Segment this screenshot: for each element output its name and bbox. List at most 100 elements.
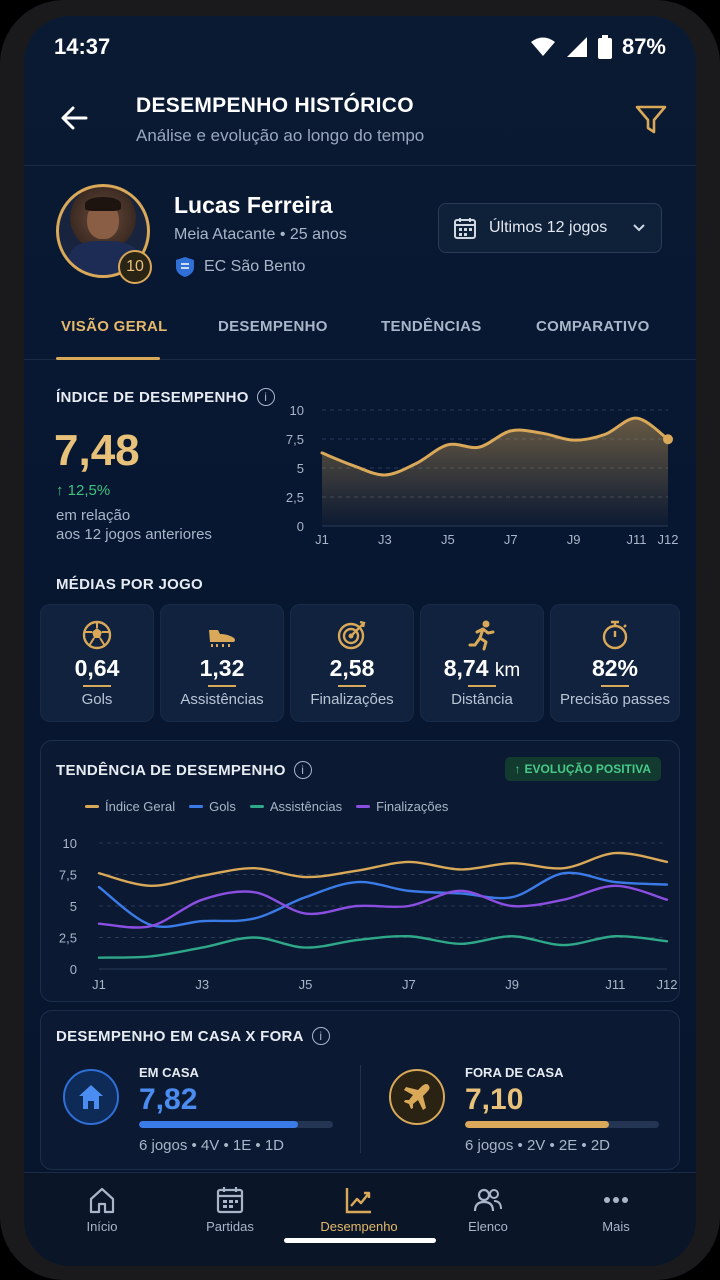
trend-card: TENDÊNCIA DE DESEMPENHO i ↑ EVOLUÇÃO POS… — [40, 740, 680, 1002]
nav-inicio[interactable]: Início — [42, 1185, 162, 1234]
x-tick-label: J11 — [605, 977, 625, 992]
data-point — [415, 462, 417, 464]
nav-mais[interactable]: Mais — [556, 1185, 676, 1234]
stat-label: Gols — [81, 691, 113, 708]
stat-card-distance[interactable]: 8,74 km Distância — [420, 604, 544, 722]
data-point — [635, 417, 637, 419]
data-point — [321, 452, 323, 454]
area-fill — [322, 418, 668, 526]
data-point — [356, 939, 358, 941]
data-point — [447, 444, 449, 446]
period-select[interactable]: Últimos 12 jogos — [438, 203, 662, 253]
stat-label: Finalizações — [310, 691, 394, 708]
series-line-2 — [97, 934, 669, 959]
away-icon-circle — [389, 1069, 445, 1125]
y-tick-label: 5 — [297, 461, 304, 476]
data-point — [511, 896, 513, 898]
legend-item-finalizacoes[interactable]: Finalizações — [356, 799, 448, 814]
data-point — [666, 940, 668, 942]
boot-icon — [209, 630, 235, 647]
data-point — [459, 943, 461, 945]
nav-desempenho[interactable]: Desempenho — [299, 1185, 419, 1234]
player-profile: 10 Lucas Ferreira Meia Atacante • 25 ano… — [24, 166, 696, 290]
index-delta-value: 12,5% — [67, 482, 111, 499]
data-point — [98, 956, 100, 958]
index-note-line1: em relação — [56, 507, 131, 524]
data-point — [459, 868, 461, 870]
index-value: 7,48 — [54, 426, 140, 475]
home-value: 7,82 — [139, 1083, 198, 1116]
data-point — [666, 899, 668, 901]
people-icon — [473, 1188, 502, 1212]
tab-visao-geral[interactable]: VISÃO GERAL — [61, 318, 168, 335]
y-tick-label: 7,5 — [59, 868, 77, 883]
y-tick-label: 10 — [63, 836, 77, 851]
nav-partidas[interactable]: Partidas — [170, 1185, 290, 1234]
info-icon[interactable]: i — [311, 1027, 330, 1045]
data-point — [666, 883, 668, 885]
club-shield-icon — [176, 257, 194, 277]
status-time: 14:37 — [54, 34, 111, 59]
stat-card-pass-accuracy[interactable]: 82% Precisão passes — [550, 604, 680, 722]
avatar — [56, 184, 150, 278]
stat-value: 2,58 — [329, 655, 375, 681]
data-point — [304, 896, 306, 898]
back-arrow-icon[interactable] — [56, 100, 92, 136]
data-point — [352, 464, 354, 466]
data-point — [563, 872, 565, 874]
trend-line-chart: 0 2,5 5 7,5 10 J1 J3 J5 J7 J9 J11 J12 — [59, 836, 677, 992]
data-point — [201, 875, 203, 877]
status-bar: 14:37 87% — [24, 16, 696, 78]
stat-value: 82% — [591, 655, 639, 681]
legend-item-assistencias[interactable]: Assistências — [249, 799, 342, 814]
x-tick-label: J3 — [195, 977, 209, 992]
stat-card-shots[interactable]: 2,58 Finalizações — [290, 604, 414, 722]
away-progress-bar — [465, 1121, 659, 1128]
data-point — [408, 905, 410, 907]
index-title-text: ÍNDICE DE DESEMPENHO — [56, 388, 249, 406]
data-point — [98, 872, 100, 874]
tab-comparativo[interactable]: COMPARATIVO — [536, 318, 650, 335]
stat-card-goals[interactable]: 0,64 Gols — [40, 604, 154, 722]
filter-icon[interactable] — [634, 102, 668, 136]
trend-section-title: TENDÊNCIA DE DESEMPENHO i — [56, 761, 312, 779]
data-point — [356, 870, 358, 872]
x-tick-label: J9 — [567, 532, 581, 547]
data-point — [563, 867, 565, 869]
legend-item-indice[interactable]: Índice Geral — [85, 799, 175, 814]
data-point — [511, 862, 513, 864]
stat-card-assists[interactable]: 1,32 Assistências — [160, 604, 284, 722]
positive-trend-badge: ↑ EVOLUÇÃO POSITIVA — [504, 757, 661, 781]
data-point — [663, 434, 673, 445]
y-tick-label: 0 — [70, 962, 77, 977]
nav-label: Início — [86, 1219, 118, 1234]
bottom-nav: Início Partidas Desempenho Elenco Mais — [24, 1172, 696, 1266]
series-line-0 — [97, 851, 669, 888]
series-line-1 — [97, 871, 669, 929]
data-point — [563, 944, 565, 946]
y-tick-label: 0 — [297, 519, 304, 534]
y-tick-label: 2,5 — [286, 490, 304, 505]
data-point — [408, 935, 410, 937]
data-point — [149, 955, 151, 957]
info-icon[interactable]: i — [293, 761, 312, 779]
chevron-down-icon — [633, 224, 645, 232]
home-icon — [89, 1187, 115, 1214]
divider — [360, 1065, 361, 1153]
info-icon[interactable]: i — [256, 388, 275, 406]
data-point — [304, 912, 306, 914]
tab-bar: VISÃO GERAL DESEMPENHO TENDÊNCIAS COMPAR… — [24, 304, 696, 360]
tab-tendencias[interactable]: TENDÊNCIAS — [381, 318, 482, 335]
active-tab-indicator — [56, 357, 160, 360]
averages-section-title: MÉDIAS POR JOGO — [56, 576, 204, 593]
tab-desempenho[interactable]: DESEMPENHO — [218, 318, 328, 335]
x-tick-label: J9 — [505, 977, 519, 992]
badge-text: EVOLUÇÃO POSITIVA — [524, 762, 651, 776]
battery-percent: 87% — [621, 34, 666, 59]
airplane-icon — [404, 1084, 430, 1110]
runner-icon — [468, 620, 495, 651]
data-point — [511, 935, 513, 937]
legend-item-gols[interactable]: Gols — [189, 799, 236, 814]
nav-elenco[interactable]: Elenco — [428, 1185, 548, 1234]
